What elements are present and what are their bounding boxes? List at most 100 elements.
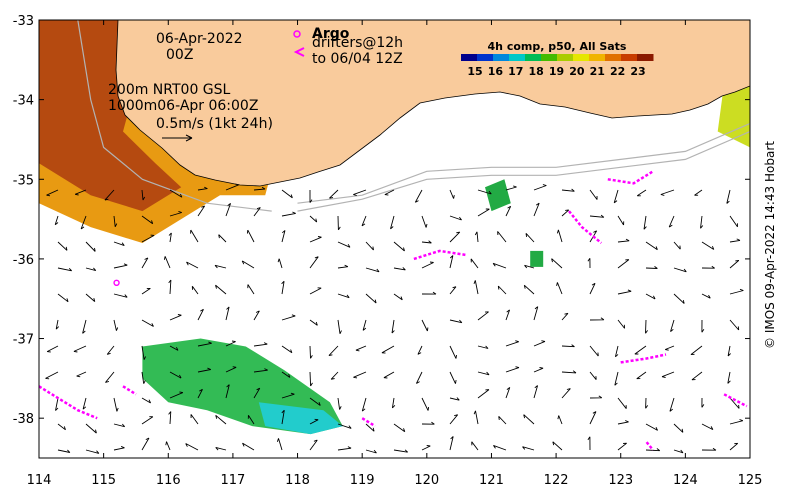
scale-label: 0.5m/s (1kt 24h) [156,116,273,132]
current-arrow [729,397,740,409]
current-arrow [701,319,705,333]
current-arrow [617,215,625,226]
current-arrow [225,384,230,399]
lon-ticks: 114 115 116 117 118 119 120 121 122 123 124 125 [27,20,762,488]
current-arrow [617,397,627,409]
current-arrow [729,319,740,331]
current-arrow [241,260,255,269]
current-arrow [589,189,598,200]
current-arrow [253,387,261,399]
current-arrow [57,241,68,251]
date-line1: 06-Apr-2022 [156,31,243,47]
current-arrow [645,293,656,300]
lat-tick-label: -38 [13,412,34,427]
current-arrow [169,314,182,321]
current-arrow [523,284,535,295]
current-arrow [729,419,744,425]
current-arrow [701,241,715,250]
current-arrow [421,421,435,425]
current-arrow [505,205,512,217]
current-arrow [365,241,374,251]
current-arrow [281,409,285,425]
current-arrow [242,442,255,451]
current-arrow [74,189,87,196]
current-arrow [57,423,66,431]
current-arrow [701,293,711,299]
current-arrow [113,319,119,331]
argo-floats [113,279,120,286]
current-arrow [281,230,286,243]
current-arrow [384,189,395,196]
current-arrow [393,293,403,301]
current-arrow [141,215,154,225]
current-arrow [727,345,731,357]
colorbar-title: 4h comp, p50, All Sats [488,40,627,53]
current-arrow [82,319,87,334]
sst-patch-green-blob-1 [485,179,511,212]
colorbar-swatch [573,54,590,61]
current-arrow [113,215,118,228]
current-arrow [587,436,591,451]
current-arrow [141,416,154,425]
colorbar-label: 19 [549,65,564,78]
current-arrow [533,367,544,373]
current-arrow [391,397,396,409]
current-arrow [473,410,479,425]
current-arrow [524,264,535,269]
current-arrow [668,215,675,228]
current-arrow [505,185,517,191]
current-arrow [729,215,738,228]
current-arrow [477,389,490,399]
current-arrow [477,189,492,195]
current-arrow [353,189,367,196]
australia-land [115,20,750,187]
current-arrow [113,293,128,298]
current-arrow [141,437,150,451]
current-arrow [197,205,206,217]
current-arrow [113,241,125,247]
isobath-1000m [297,130,750,212]
current-arrow [589,345,599,357]
current-arrow [85,267,97,272]
current-arrow [589,411,597,425]
current-arrow [421,291,437,295]
current-arrow [393,267,406,271]
current-arrow [645,448,661,452]
current-arrow [165,441,171,451]
current-arrow [505,366,520,373]
current-arrow [390,215,395,230]
current-arrow [381,345,395,354]
lon-tick-label: 123 [608,473,633,488]
current-arrow [365,423,375,432]
current-arrow [634,345,647,355]
current-arrow [253,342,268,347]
current-arrow [729,442,739,451]
current-arrow [197,367,211,373]
drifter-tracks [39,170,748,451]
current-arrow [215,284,227,295]
current-arrow [471,441,479,451]
current-arrow [477,345,489,349]
current-arrow [225,366,237,373]
current-arrow [589,371,597,380]
current-arrow [46,345,59,353]
argo-title: Argo [312,26,350,42]
current-arrow [415,371,423,384]
current-arrow [617,319,626,329]
current-arrow [393,449,409,453]
drifter-track [413,249,466,261]
current-arrow [141,257,149,269]
current-arrow [645,266,658,269]
current-arrow [645,241,658,251]
lon-tick-label: 119 [350,473,375,488]
current-arrow [701,447,717,451]
current-arrow [45,371,59,380]
drifter-track [568,210,603,244]
current-arrow [85,423,97,434]
lat-tick-label: -37 [13,333,34,348]
sst-patch-green-blob-2 [530,250,544,267]
current-arrow [163,256,171,269]
current-arrow [391,319,395,334]
current-arrow [361,397,367,412]
drifter-track [122,385,137,396]
